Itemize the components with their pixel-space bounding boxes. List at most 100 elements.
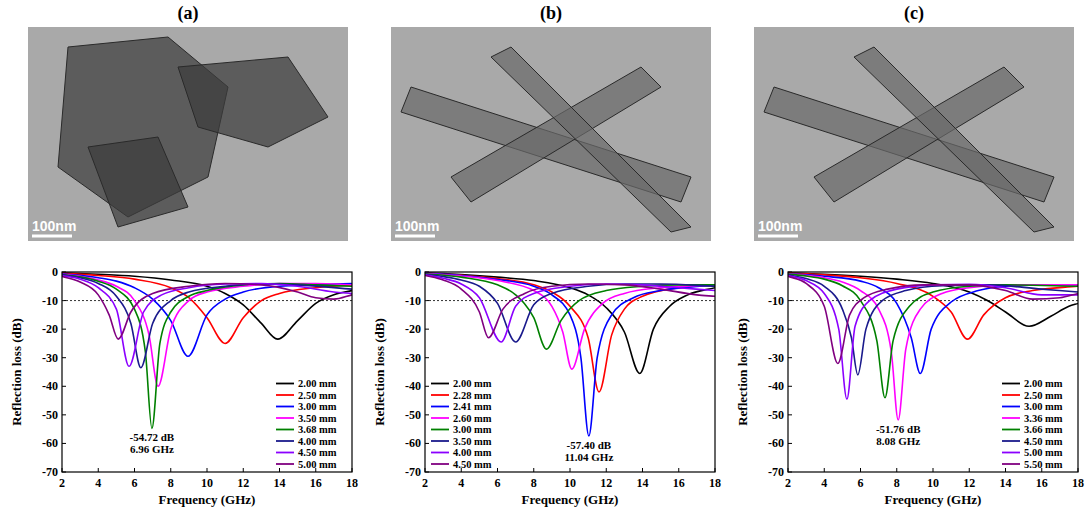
annotation-anchor [588, 435, 589, 436]
rl-curve [425, 273, 715, 369]
annotation-anchor [898, 419, 899, 420]
legend-swatch [431, 463, 449, 465]
x-tick [606, 468, 607, 472]
figure: (a)100nm246810121416180-10-20-30-40-50-6… [0, 0, 1089, 519]
y-tick-label: -70 [42, 465, 58, 479]
plot-background [788, 272, 1078, 472]
rl-curve [425, 274, 715, 349]
y-axis-title: Reflection loss (dB) [735, 318, 750, 426]
y-tick-label: -50 [405, 408, 421, 422]
x-tick-label: 12 [237, 476, 249, 490]
y-axis-title: Reflection loss (dB) [9, 318, 24, 426]
legend-label: 3.68 mm [298, 424, 337, 435]
legend-swatch [276, 406, 294, 408]
rl-curve [62, 275, 352, 429]
image-background [28, 27, 348, 241]
chart: 246810121416180-10-20-30-40-50-60-70Freq… [9, 265, 358, 507]
image-background [391, 27, 711, 241]
legend-label: 3.00 mm [1024, 401, 1063, 412]
y-axis-title: Reflection loss (dB) [372, 318, 387, 426]
x-axis-title: Frequency (GHz) [522, 492, 619, 507]
rl-curve [425, 273, 715, 374]
legend-swatch [1002, 394, 1020, 396]
x-tick-label: 2 [59, 476, 65, 490]
x-tick-label: 10 [564, 476, 576, 490]
legend-label: 2.50 mm [1024, 390, 1063, 401]
legend-swatch [276, 394, 294, 396]
image-background [754, 27, 1074, 241]
plot-frame [62, 272, 352, 472]
legend-swatch [431, 429, 449, 431]
x-tick-label: 8 [168, 476, 174, 490]
y-tick-label: -60 [42, 436, 58, 450]
legend-label: 2.50 mm [298, 390, 337, 401]
scale-bar [758, 235, 798, 238]
tem-image: 100nm [28, 27, 348, 241]
plot-frame [788, 272, 1078, 472]
plot-area [425, 273, 715, 436]
legend-swatch [276, 429, 294, 431]
y-tick-label: -10 [768, 294, 784, 308]
legend-label: 3.50 mm [453, 436, 492, 447]
legend: 2.00 mm2.28 mm2.41 mm2.60 mm3.00 mm3.50 … [431, 378, 492, 470]
particle [88, 137, 188, 227]
rl-curve [425, 275, 715, 337]
x-tick [279, 468, 280, 472]
legend-swatch [276, 452, 294, 454]
x-tick [969, 468, 970, 472]
legend-swatch [1002, 463, 1020, 465]
legend-swatch [431, 452, 449, 454]
x-tick-label: 14 [1000, 476, 1012, 490]
y-tick-label: -40 [405, 379, 421, 393]
legend: 2.00 mm2.50 mm3.00 mm3.36 mm3.66 mm4.50 … [1002, 378, 1063, 470]
legend-label: 3.66 mm [1024, 424, 1063, 435]
legend: 2.00 mm2.50 mm3.00 mm3.50 mm3.68 mm4.00 … [276, 378, 337, 470]
panel: (b)100nm246810121416180-10-20-30-40-50-6… [372, 3, 721, 507]
legend-swatch [431, 394, 449, 396]
y-tick-label: -30 [405, 351, 421, 365]
legend-label: 3.50 mm [298, 413, 337, 424]
legend-label: 4.50 mm [1024, 436, 1063, 447]
x-tick-label: 12 [963, 476, 975, 490]
legend-label: 3.36 mm [1024, 413, 1063, 424]
legend-label: 4.00 mm [453, 447, 492, 458]
x-tick-label: 18 [1072, 476, 1084, 490]
legend-swatch [1002, 417, 1020, 419]
reference-line [425, 300, 715, 301]
chart: 246810121416180-10-20-30-40-50-60-70Freq… [372, 265, 721, 507]
x-tick-label: 18 [709, 476, 721, 490]
x-tick-label: 16 [673, 476, 685, 490]
rl-curve [788, 274, 1078, 398]
x-tick [896, 468, 897, 472]
rl-curve [425, 274, 715, 342]
rl-curve [425, 275, 715, 342]
x-tick-label: 14 [274, 476, 286, 490]
legend-label: 5.00 mm [298, 459, 337, 470]
annotation: -57.40 dB [567, 439, 612, 451]
plot-background [425, 272, 715, 472]
y-tick-label: -70 [768, 465, 784, 479]
x-tick [570, 468, 571, 472]
x-tick [533, 468, 534, 472]
x-tick-label: 16 [310, 476, 322, 490]
y-tick-label: 0 [415, 265, 421, 279]
x-axis-title: Frequency (GHz) [159, 492, 256, 507]
y-tick-label: 0 [778, 265, 784, 279]
legend-swatch [1002, 440, 1020, 442]
x-tick [243, 468, 244, 472]
tem-image: 100nm [754, 27, 1074, 241]
y-tick-label: -30 [42, 351, 58, 365]
x-tick [678, 468, 679, 472]
legend-label: 3.00 mm [453, 424, 492, 435]
rl-curve [425, 273, 715, 392]
y-tick-label: -50 [42, 408, 58, 422]
legend-swatch [431, 383, 449, 385]
legend-swatch [276, 463, 294, 465]
y-tick-label: -40 [42, 379, 58, 393]
y-tick-label: -40 [768, 379, 784, 393]
reference-line [788, 300, 1078, 301]
panel-label: (c) [904, 3, 924, 24]
y-tick-label: -60 [768, 436, 784, 450]
x-tick-label: 18 [346, 476, 358, 490]
legend-swatch [1002, 383, 1020, 385]
